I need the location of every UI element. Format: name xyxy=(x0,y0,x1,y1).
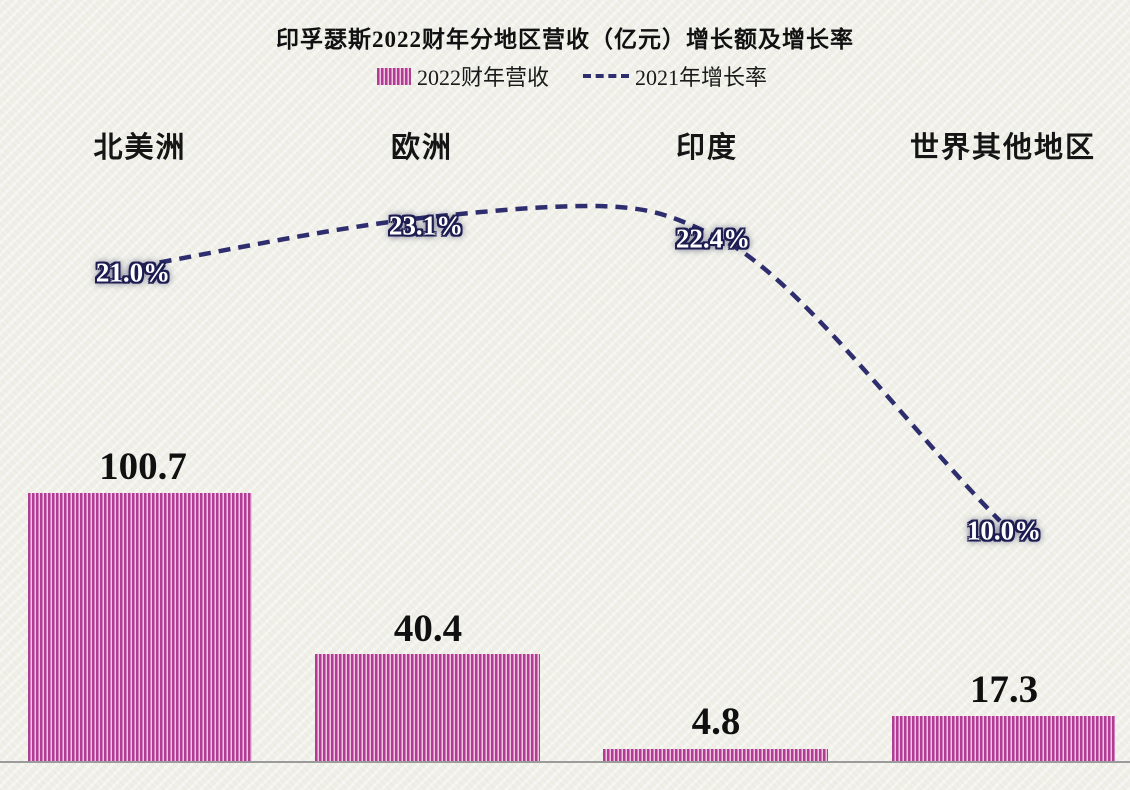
chart-title: 印孚瑟斯2022财年分地区营收（亿元）增长额及增长率 xyxy=(276,27,854,52)
bar-value-europe: 40.4 xyxy=(393,607,463,650)
bar-value-rest-of-world: 17.3 xyxy=(969,668,1039,711)
category-label-europe: 欧洲 xyxy=(390,132,454,164)
bar-rest-of-world xyxy=(892,715,1115,762)
legend: 2022财年营收 2021年增长率 xyxy=(0,60,1130,92)
category-label-india: 印度 xyxy=(675,132,739,164)
category-label-rest-of-world: 世界其他地区 xyxy=(909,132,1097,164)
growth-label-rest-of-world: 10.0% xyxy=(966,515,1042,546)
line-series-swatch-icon xyxy=(583,74,629,78)
legend-item-growth-rate: 2021年增长率 xyxy=(583,60,767,92)
growth-label-india: 22.4% xyxy=(675,223,751,254)
growth-label-north-america: 21.0% xyxy=(95,257,171,288)
bar-series-swatch-icon xyxy=(376,67,411,85)
legend-label-revenue: 2022财年营收 xyxy=(416,65,549,90)
bar-north-america xyxy=(28,493,252,762)
bar-europe xyxy=(315,654,540,762)
growth-label-europe: 23.1% xyxy=(388,210,464,241)
bar-india xyxy=(603,749,828,762)
legend-label-growth-rate: 2021年增长率 xyxy=(635,65,768,90)
bar-value-north-america: 100.7 xyxy=(99,445,187,488)
legend-item-revenue: 2022财年营收 xyxy=(376,60,549,92)
x-axis-line xyxy=(0,761,1130,763)
bar-value-india: 4.8 xyxy=(691,700,741,743)
category-label-north-america: 北美洲 xyxy=(93,132,187,164)
